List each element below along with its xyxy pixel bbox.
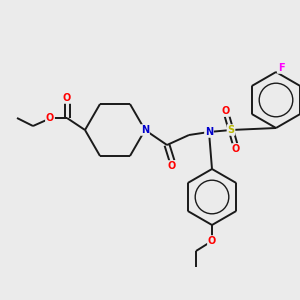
Text: S: S bbox=[227, 125, 235, 135]
Text: F: F bbox=[278, 63, 284, 73]
Text: O: O bbox=[208, 236, 216, 246]
Text: O: O bbox=[46, 113, 54, 123]
Text: O: O bbox=[63, 93, 71, 103]
Text: N: N bbox=[205, 127, 213, 137]
Text: O: O bbox=[222, 106, 230, 116]
Text: O: O bbox=[168, 161, 176, 171]
Text: O: O bbox=[232, 144, 240, 154]
Text: N: N bbox=[141, 125, 149, 135]
